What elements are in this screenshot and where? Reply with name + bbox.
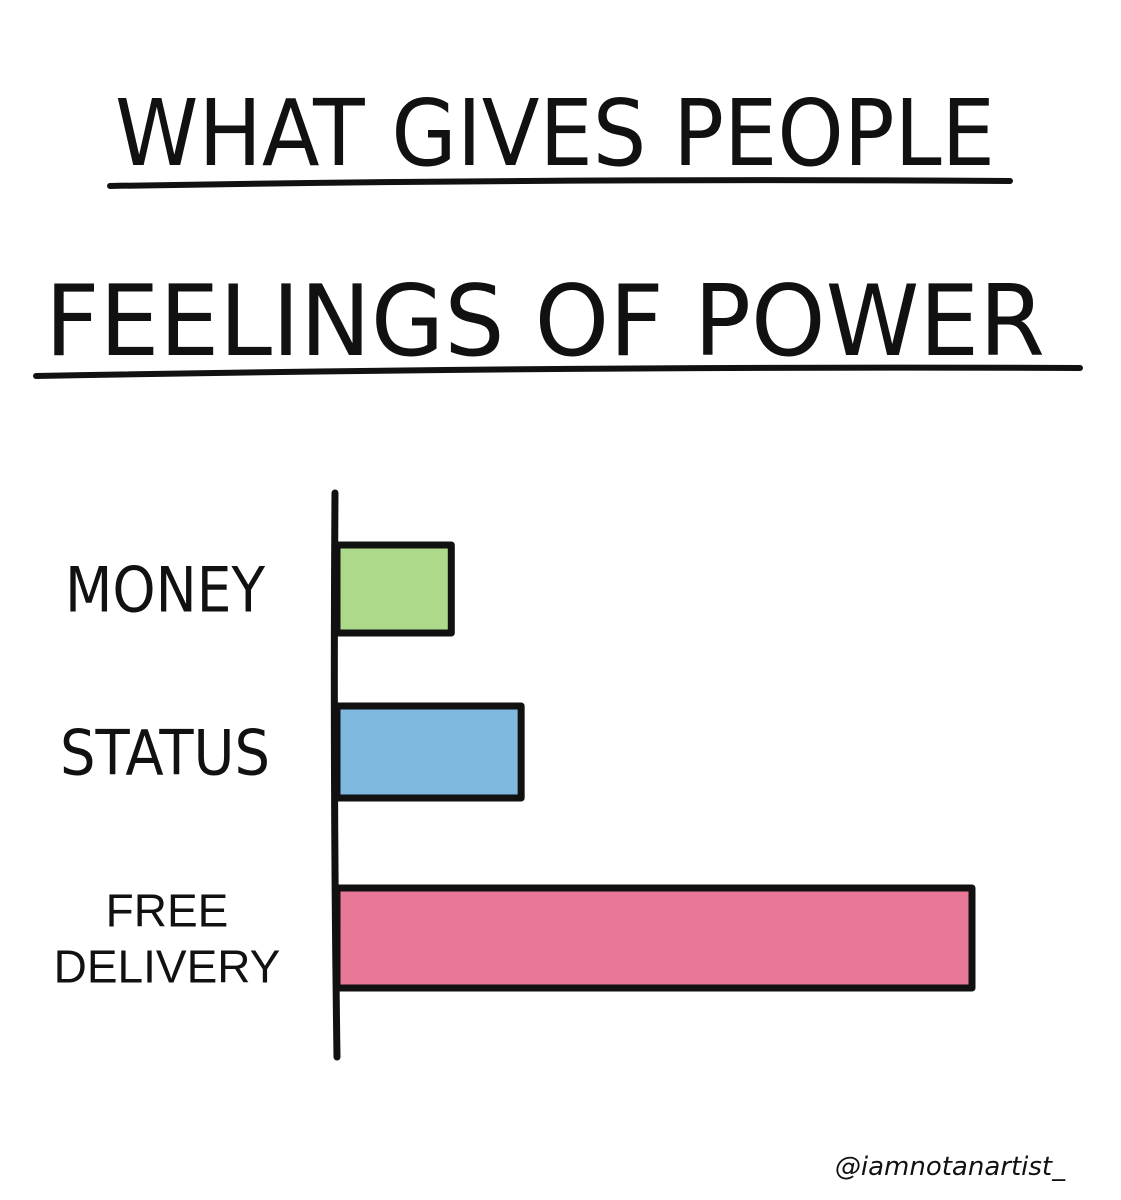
chart-title-line-2: FEELINGS OF POWER — [45, 265, 1045, 379]
y-axis-line — [330, 489, 341, 1061]
category-label-status: STATUS — [60, 716, 270, 789]
category-label-free-delivery-line-1: FREE — [106, 885, 229, 937]
category-label-money: MONEY — [65, 553, 265, 626]
bar-status — [333, 702, 525, 802]
bar-free-delivery — [333, 884, 976, 992]
title-underline-1 — [107, 177, 1013, 189]
chart-title-line-1: WHAT GIVES PEOPLE — [115, 80, 995, 187]
credit-signature: @iamnotanartist_ — [835, 1152, 1066, 1182]
bar-money — [333, 541, 455, 637]
category-label-free-delivery-line-2: DELIVERY — [54, 941, 281, 993]
title-underline-2 — [33, 364, 1083, 379]
